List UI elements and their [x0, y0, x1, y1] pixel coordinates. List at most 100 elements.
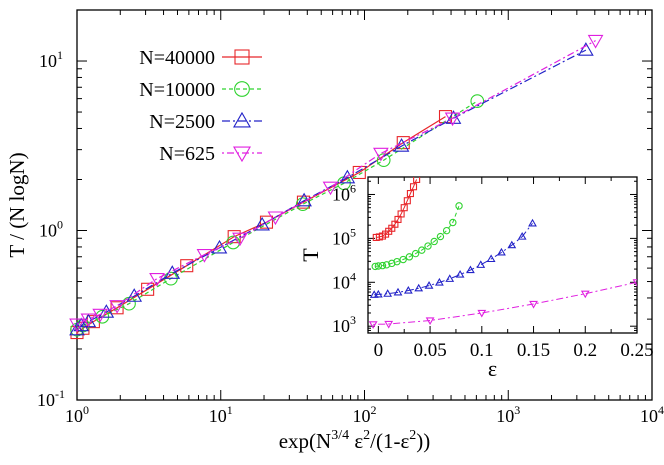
inset-data-point — [393, 287, 403, 296]
inset-data-point — [418, 246, 426, 254]
x-axis-label-part: 2 — [409, 428, 416, 443]
inset-data-point — [455, 270, 465, 278]
data-point — [322, 181, 339, 196]
inset-data-point — [580, 290, 590, 299]
inset-data-point — [517, 232, 527, 240]
data-point — [211, 239, 228, 254]
inset-y-axis-label: T — [298, 248, 323, 262]
inset-data-point — [382, 261, 391, 269]
inset-series-N=2500 — [369, 218, 537, 298]
data-point — [180, 259, 194, 273]
inset-data-point — [425, 317, 435, 326]
main-series-N=625 — [69, 34, 604, 333]
x-axis-label: exp(N3/4 ε2/(1-ε2)) — [279, 428, 431, 453]
x-axis-label-part: 3/4 — [331, 428, 349, 443]
data-point — [69, 318, 85, 333]
data-point — [396, 136, 410, 150]
inset-data-point — [405, 253, 414, 261]
y-axis-label: T / (N logN) — [5, 152, 29, 257]
inset-data-point — [449, 218, 457, 227]
data-point — [295, 197, 310, 212]
inset-x-tick-label: 0.05 — [413, 340, 446, 361]
x-tick-exponent: 4 — [658, 403, 664, 417]
legend-label: N=40000 — [139, 47, 215, 69]
inset-x-tick-label: 0.25 — [620, 340, 653, 361]
inset-data-point — [529, 300, 538, 309]
inset-data-point — [424, 281, 434, 289]
legend: N=40000 N=10000 N=2500 N=625 — [139, 47, 262, 165]
x-axis-label-part: /(1-ε — [370, 429, 409, 453]
inset-data-point — [455, 202, 463, 210]
y-tick-label: 101 — [39, 48, 63, 71]
data-point — [110, 301, 124, 315]
series-line — [76, 40, 596, 325]
inset-data-point — [413, 177, 421, 183]
inset-data-point — [373, 289, 383, 298]
inset-data-point — [388, 259, 396, 268]
data-point — [109, 300, 125, 314]
y-tick-exponent: 1 — [57, 48, 63, 62]
x-tick-label: 103 — [496, 403, 520, 426]
data-point — [98, 304, 115, 318]
y-tick-base: 10 — [37, 390, 55, 410]
inset-data-point — [497, 247, 506, 256]
data-point — [587, 34, 604, 49]
data-point — [373, 147, 389, 162]
x-tick-exponent: 0 — [83, 403, 89, 417]
x-tick-exponent: 2 — [371, 403, 377, 417]
data-point — [232, 232, 248, 247]
data-point — [92, 308, 109, 323]
data-point — [254, 216, 270, 231]
inset-data-point — [466, 265, 475, 274]
inset-y-tick-base: 10 — [332, 184, 350, 204]
inset-data-point — [476, 260, 486, 268]
x-tick-label: 102 — [353, 403, 377, 426]
inset-data-point — [409, 183, 418, 191]
inset-series-line — [373, 281, 637, 325]
data-point — [196, 249, 213, 263]
inset-data-point — [371, 262, 379, 271]
inset-data-point — [486, 254, 496, 263]
x-tick-label: 101 — [209, 403, 233, 426]
data-point — [226, 235, 241, 250]
inset-data-point — [384, 320, 394, 329]
x-tick-exponent: 3 — [514, 403, 520, 417]
x-axis-label-part: exp(N — [279, 429, 331, 453]
inset-data-point — [399, 255, 407, 264]
inset-data-point — [368, 321, 378, 329]
inset-y-tick-exponent: 5 — [350, 225, 356, 239]
x-tick-base: 10 — [65, 406, 83, 426]
inset-data-point — [507, 240, 517, 249]
data-point — [69, 321, 85, 336]
data-point — [80, 313, 97, 328]
data-point — [470, 94, 485, 108]
y-tick-label: 100 — [39, 218, 63, 241]
data-point — [259, 215, 274, 229]
x-tick-label: 100 — [65, 403, 89, 426]
inset-y-tick-label: 103 — [332, 313, 356, 336]
inset-series-line — [375, 205, 460, 267]
legend-label: N=10000 — [139, 79, 215, 101]
inset-data-point — [430, 237, 438, 246]
legend-marker — [232, 111, 252, 128]
inset-series-line — [374, 222, 533, 296]
x-tick-base: 10 — [353, 406, 371, 426]
x-tick-label: 104 — [640, 403, 664, 426]
x-tick-base: 10 — [496, 406, 514, 426]
x-tick-exponent: 1 — [227, 403, 233, 417]
inset-data-point — [414, 283, 424, 292]
inset-data-point — [403, 285, 413, 294]
inset-data-point — [374, 262, 383, 270]
inset-data-point — [403, 197, 411, 205]
inset-x-tick-label: 0 — [374, 340, 384, 361]
inset-x-tick-label: 0.15 — [517, 340, 550, 361]
inset-data-point — [477, 309, 487, 318]
legend-marker — [234, 49, 250, 65]
data-point — [444, 112, 461, 127]
y-tick-base: 10 — [39, 51, 57, 71]
y-tick-base: 10 — [39, 221, 57, 241]
data-point — [149, 272, 165, 287]
inset-data-point — [436, 232, 445, 241]
